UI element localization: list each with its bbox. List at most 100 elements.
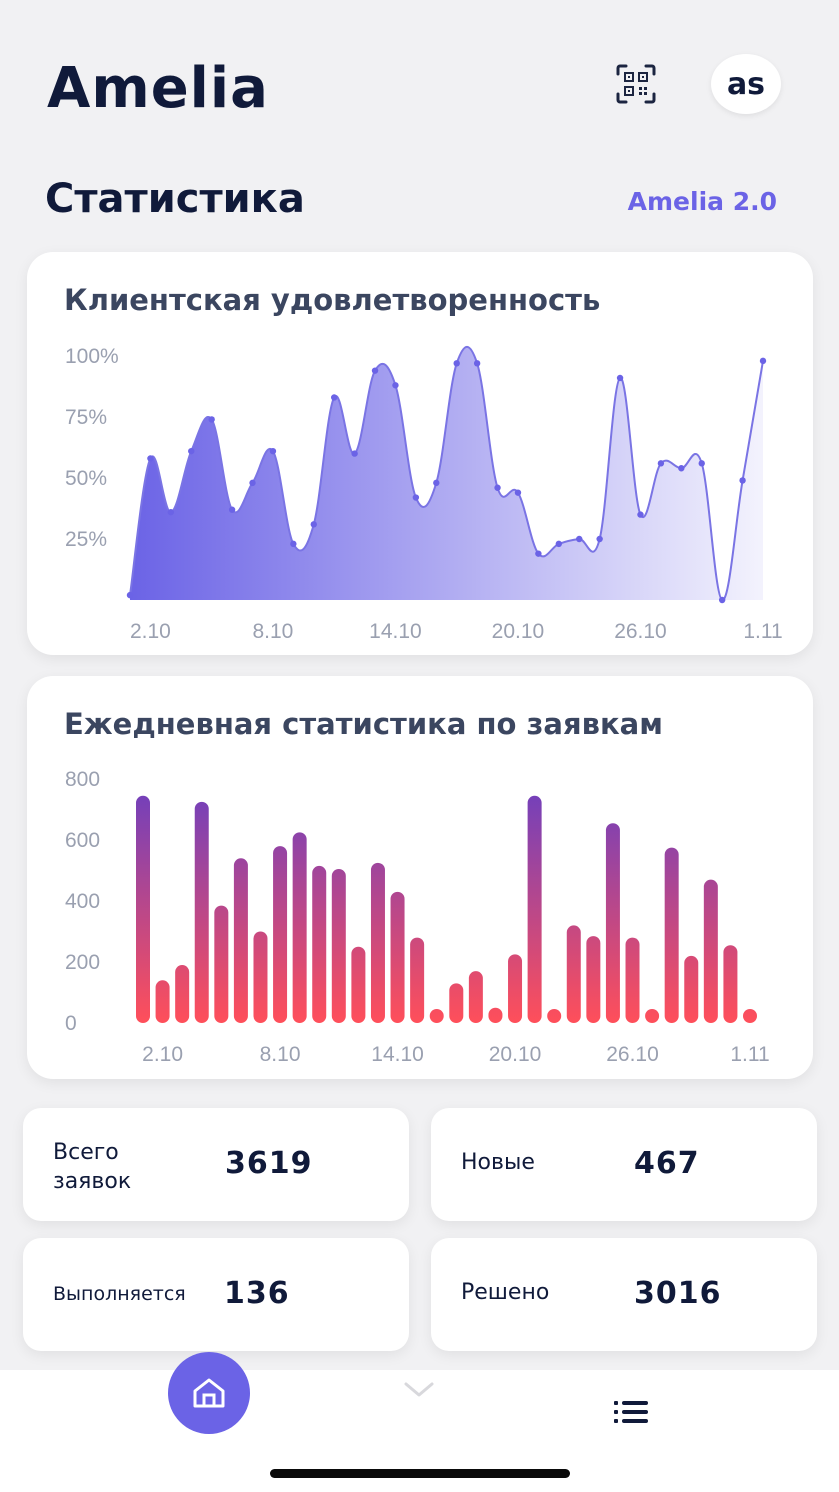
requests-bar <box>351 946 366 1023</box>
satisfaction-x-tick: 26.10 <box>614 620 667 643</box>
satisfaction-point <box>371 367 379 374</box>
requests-bar <box>605 823 620 1023</box>
satisfaction-chart-card: Клиентская удовлетворенность 100% 75% 50% 2… <box>27 252 813 655</box>
requests-bar <box>214 905 229 1023</box>
satisfaction-point <box>249 479 256 487</box>
satisfaction-x-tick: 2.10 <box>130 620 171 643</box>
satisfaction-chart-title: Клиентская удовлетворенность <box>64 283 601 317</box>
requests-bar <box>312 865 327 1023</box>
requests-y-tick: 200 <box>65 951 100 974</box>
satisfaction-point <box>453 360 460 367</box>
satisfaction-x-tick: 20.10 <box>492 620 545 643</box>
stat-label-new: Новые <box>461 1150 535 1175</box>
requests-x-tick: 8.10 <box>260 1043 301 1066</box>
requests-chart-card: Ежедневная статистика по заявкам 800 600 4… <box>27 676 813 1079</box>
satisfaction-point <box>188 447 195 455</box>
satisfaction-point <box>228 506 236 513</box>
stat-label-resolved: Решено <box>461 1280 550 1305</box>
satisfaction-point <box>718 596 726 604</box>
satisfaction-point <box>310 521 317 528</box>
satisfaction-point <box>514 489 522 496</box>
requests-bar <box>410 937 425 1023</box>
chevron-down-icon <box>404 1382 434 1397</box>
stat-label-in-progress: Выполняется <box>53 1283 186 1305</box>
stat-label-total-line2: заявок <box>53 1169 132 1194</box>
requests-x-tick: 1.11 <box>730 1043 769 1066</box>
page-title: Статистика <box>45 176 305 222</box>
version-link[interactable]: Amelia 2.0 <box>627 187 777 216</box>
satisfaction-point <box>473 360 481 367</box>
home-icon <box>193 1378 225 1408</box>
requests-bar <box>527 795 542 1023</box>
satisfaction-y-tick: 75% <box>65 406 107 429</box>
requests-bar <box>664 847 679 1023</box>
satisfaction-area-chart: 100% 75% 50% 25% 2.10 8.10 14.10 20.10 26.10 1.11 <box>65 345 783 643</box>
requests-bar <box>508 954 523 1023</box>
satisfaction-point <box>535 550 542 557</box>
list-icon <box>614 1401 648 1423</box>
list-button[interactable] <box>612 1398 650 1426</box>
requests-x-tick: 26.10 <box>606 1043 659 1066</box>
satisfaction-point <box>739 477 746 484</box>
requests-bar <box>194 801 209 1023</box>
satisfaction-point <box>433 479 440 487</box>
requests-y-tick: 400 <box>65 890 100 913</box>
requests-bar <box>136 795 150 1023</box>
satisfaction-point <box>637 511 644 518</box>
satisfaction-point <box>147 455 154 462</box>
requests-y-tick: 600 <box>65 829 100 852</box>
stat-value-resolved: 3016 <box>634 1276 722 1311</box>
satisfaction-point <box>269 447 277 455</box>
home-indicator <box>270 1469 570 1478</box>
stat-card-resolved: Решено 3016 <box>431 1238 817 1351</box>
requests-bar <box>429 1009 444 1023</box>
requests-bar <box>723 945 738 1023</box>
requests-bar <box>331 868 346 1023</box>
satisfaction-point <box>596 535 603 543</box>
requests-bar <box>449 983 464 1023</box>
home-button[interactable] <box>168 1352 250 1434</box>
requests-bar <box>370 862 385 1023</box>
satisfaction-point <box>576 535 583 543</box>
requests-bar-chart: 800 600 400 200 0 2.10 8.10 14.10 20.10 26.10 1.11 <box>65 768 770 1066</box>
requests-bar <box>547 1009 562 1023</box>
requests-chart-title: Ежедневная статистика по заявкам <box>64 707 663 741</box>
stat-value-new: 467 <box>634 1146 700 1181</box>
stat-card-new: Новые 467 <box>431 1108 817 1221</box>
stat-label-total-line1: Всего <box>53 1140 119 1165</box>
chevron-down-button[interactable] <box>400 1378 438 1402</box>
satisfaction-point <box>494 484 501 491</box>
requests-bar <box>625 937 640 1023</box>
satisfaction-point <box>412 494 420 501</box>
qr-scan-button[interactable] <box>612 60 660 108</box>
requests-x-tick: 2.10 <box>142 1043 183 1066</box>
satisfaction-x-tick: 14.10 <box>369 620 422 643</box>
requests-y-tick: 800 <box>65 768 100 791</box>
avatar[interactable]: as <box>711 54 781 114</box>
requests-bar <box>703 879 718 1023</box>
requests-x-tick: 20.10 <box>489 1043 542 1066</box>
requests-bar <box>273 846 288 1023</box>
stat-card-in-progress: Выполняется 136 <box>23 1238 409 1351</box>
satisfaction-point <box>167 508 175 516</box>
requests-bar <box>468 971 483 1023</box>
requests-y-tick: 0 <box>65 1012 77 1035</box>
satisfaction-point <box>126 591 134 599</box>
satisfaction-y-tick: 100% <box>65 345 119 368</box>
stat-card-total: Всего заявок 3619 <box>23 1108 409 1221</box>
satisfaction-x-tick: 1.11 <box>743 620 782 643</box>
satisfaction-y-tick: 25% <box>65 528 107 551</box>
requests-bar <box>155 980 170 1023</box>
satisfaction-point <box>616 374 624 382</box>
satisfaction-point <box>208 416 215 423</box>
requests-bar <box>684 955 699 1023</box>
requests-bar <box>488 1007 503 1023</box>
satisfaction-point <box>657 460 665 467</box>
qr-scan-icon <box>616 64 656 104</box>
satisfaction-point <box>698 460 705 467</box>
satisfaction-point <box>392 382 399 389</box>
app-title: Amelia <box>47 56 269 121</box>
satisfaction-area-fill <box>130 346 763 601</box>
requests-x-tick: 14.10 <box>371 1043 424 1066</box>
requests-bar <box>390 891 405 1023</box>
